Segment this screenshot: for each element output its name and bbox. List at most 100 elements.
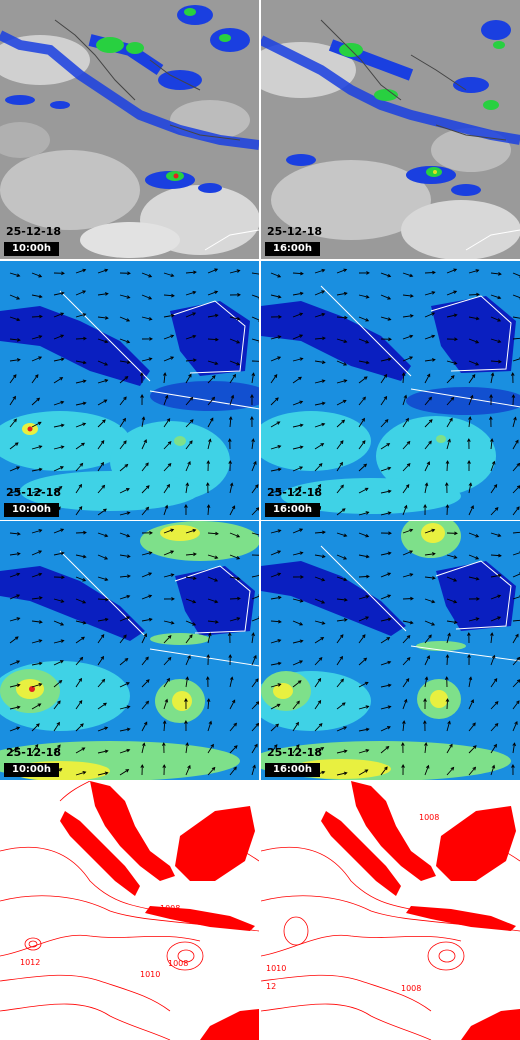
wind-arrow-head (38, 572, 43, 577)
wind-arrow (119, 658, 128, 666)
wind-arrow-head (38, 294, 43, 299)
wind-arrow (336, 619, 347, 622)
wind-arrow (9, 617, 20, 622)
wind-arrow-head (453, 268, 458, 272)
wind-arrow (314, 531, 326, 534)
wind-arrow (402, 699, 407, 710)
wind-arrow (9, 316, 20, 321)
wind-arrow (490, 316, 501, 322)
wind-arrow-head (277, 467, 282, 472)
wind-arrow-head (16, 296, 21, 300)
wind-arrow (380, 512, 391, 516)
wind-arrow (424, 461, 430, 472)
wind-arrow (97, 702, 107, 710)
wind-arrow (163, 529, 174, 534)
wind-arrow-head (470, 505, 474, 509)
wind-arrow (336, 484, 344, 494)
wind-arrow (163, 574, 174, 578)
wind-arrow (314, 620, 325, 625)
wind-arrow-head (38, 550, 43, 554)
wind-arrow (336, 702, 346, 710)
wind-arrow (512, 394, 514, 406)
wind-arrow (119, 396, 127, 406)
wind-arrow (314, 484, 321, 494)
wind-arrow (251, 765, 256, 776)
wind-arrow (97, 576, 108, 581)
wind-arrow-head (475, 362, 480, 366)
wind-arrow-head (428, 396, 433, 401)
wind-arrow (314, 402, 325, 406)
wind-arrow-head (321, 312, 326, 317)
wind-arrow (75, 337, 87, 340)
date-label: 25-12-18 (6, 225, 62, 238)
wind-arrow (490, 461, 495, 472)
wind-arrow-head (317, 677, 322, 682)
wind-arrow (402, 356, 413, 362)
wind-arrow-head (387, 489, 392, 494)
wind-arrow (75, 380, 86, 384)
wind-arrow (9, 272, 20, 277)
wind-arrow-head (489, 394, 493, 398)
wind-arrow (141, 462, 149, 472)
wind-arrow-head (468, 482, 473, 487)
wind-arrow-head (472, 745, 477, 749)
wind-arrow (31, 703, 41, 710)
wind-arrow-head (82, 401, 87, 406)
wind-arrow (358, 511, 369, 516)
wind-arrow-head (431, 576, 436, 580)
wind-arrow (490, 272, 501, 275)
wind-arrow-head (317, 699, 322, 704)
wind-arrow-head (343, 291, 348, 296)
wind-arrow-head (401, 742, 405, 746)
wind-arrow (75, 484, 82, 494)
wind-arrow (358, 575, 370, 578)
wind-arrow (292, 292, 303, 296)
wind-arrow-head (124, 376, 129, 380)
wind-arrow (468, 532, 479, 538)
wind-arrow (512, 417, 517, 428)
wind-arrow-head (475, 340, 480, 344)
wind-arrow-head (103, 508, 107, 513)
wind-arrow (207, 532, 219, 535)
wind-arrow-head (365, 749, 370, 753)
wind-arrow (314, 723, 323, 732)
wind-arrow (402, 657, 411, 666)
wind-arrow-head (445, 504, 450, 508)
wind-arrow (446, 620, 457, 624)
wind-panel-upper-1000: 25-12-18 10:00h (0, 521, 259, 780)
wind-arrow (270, 294, 281, 298)
wind-arrow (314, 269, 325, 274)
wind-arrow (490, 439, 493, 450)
wind-arrow-head (83, 336, 87, 341)
wind-arrow (380, 358, 391, 362)
wind-arrow-head (320, 747, 325, 751)
wind-arrow (468, 269, 479, 274)
wind-arrow-head (426, 373, 431, 378)
wind-arrow (31, 639, 42, 644)
wind-arrow-head (252, 764, 256, 769)
wind-arrow (512, 506, 520, 516)
wind-arrow-head (60, 312, 65, 316)
wind-arrow-head (365, 340, 370, 344)
wind-arrow (53, 446, 64, 450)
wind-arrow-head (497, 318, 502, 322)
wind-arrow-head (513, 416, 517, 421)
wind-arrow (446, 314, 457, 318)
wind-arrow (207, 314, 218, 318)
wind-arrow (446, 654, 448, 666)
wind-arrow-head (467, 460, 471, 464)
wind-arrow (380, 396, 387, 406)
wind-arrow-head (299, 551, 304, 555)
wind-arrow-head (192, 528, 197, 533)
wind-arrow-head (277, 335, 282, 339)
wind-arrow-head (468, 676, 473, 681)
wind-arrow-head (250, 394, 254, 398)
wind-arrow-head (255, 678, 259, 682)
wind-arrow (141, 294, 152, 300)
wind-arrow-head (299, 357, 304, 361)
wind-arrow (97, 399, 107, 406)
wind-arrow (270, 445, 281, 450)
isobar-label: 1008 (401, 984, 421, 993)
wind-arrow-head (255, 701, 259, 705)
wind-arrow (9, 532, 20, 535)
